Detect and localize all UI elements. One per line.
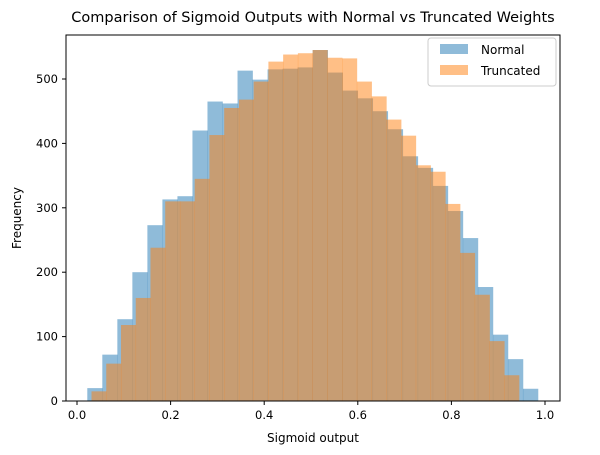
histogram-bar [150,247,166,401]
histogram-bars [87,50,539,402]
histogram-bar [120,325,137,401]
x-tick-label: 0.0 [68,408,86,422]
legend-label-truncated: Truncated [480,64,540,78]
histogram-bar [253,81,269,402]
y-tick-label: 500 [36,72,58,86]
legend: Normal Truncated [427,37,557,87]
x-axis-ticks: 0.0 0.2 0.4 0.6 0.8 1.0 [68,401,554,422]
histogram-bar [268,61,284,401]
legend-swatch-truncated [440,65,468,75]
x-tick-label: 0.8 [442,408,460,422]
histogram-bar [415,165,431,401]
histogram-bar [401,135,417,401]
y-tick-label: 400 [36,136,58,150]
x-tick-label: 0.2 [161,408,179,422]
histogram-bar [522,388,539,401]
histogram-bar [238,99,254,401]
legend-label-normal: Normal [481,43,524,57]
histogram-bar [342,58,358,401]
histogram-bar [445,203,461,401]
histogram-bar [474,294,490,401]
histogram-bar [224,107,240,401]
histogram-bar [297,53,313,402]
y-tick-label: 300 [36,201,58,215]
histogram-bar [194,178,210,401]
y-tick-label: 200 [36,265,58,279]
histogram-bar [356,81,372,402]
chart-title: Comparison of Sigmoid Outputs with Norma… [71,10,554,26]
plot-frame [65,34,561,402]
histogram-bar [430,171,446,401]
y-tick-label: 0 [51,394,58,408]
x-tick-label: 0.4 [255,408,273,422]
x-tick-label: 0.6 [349,408,367,422]
histogram-bar [106,363,122,401]
histogram-bar [327,57,343,402]
histogram-bar [179,201,196,401]
histogram-bar [386,119,402,402]
y-axis-label: Frequency [10,187,24,249]
histogram-bar [504,375,520,401]
histogram-bar [489,341,505,401]
histogram-bar [165,201,181,401]
histogram-bar [283,54,299,401]
histogram-bar [460,252,476,401]
histogram-bar [312,50,328,402]
x-tick-label: 1.0 [536,408,554,422]
series-truncated [91,50,520,402]
histogram-bar [209,135,225,401]
x-axis-label: Sigmoid output [267,431,359,445]
y-axis-ticks: 0 100 200 300 400 500 [36,72,66,408]
legend-swatch-normal [440,44,468,54]
histogram-bar [135,297,151,401]
histogram-bar [371,96,387,401]
axes [65,34,561,402]
y-tick-label: 100 [36,330,58,344]
histogram-bar [91,391,107,401]
